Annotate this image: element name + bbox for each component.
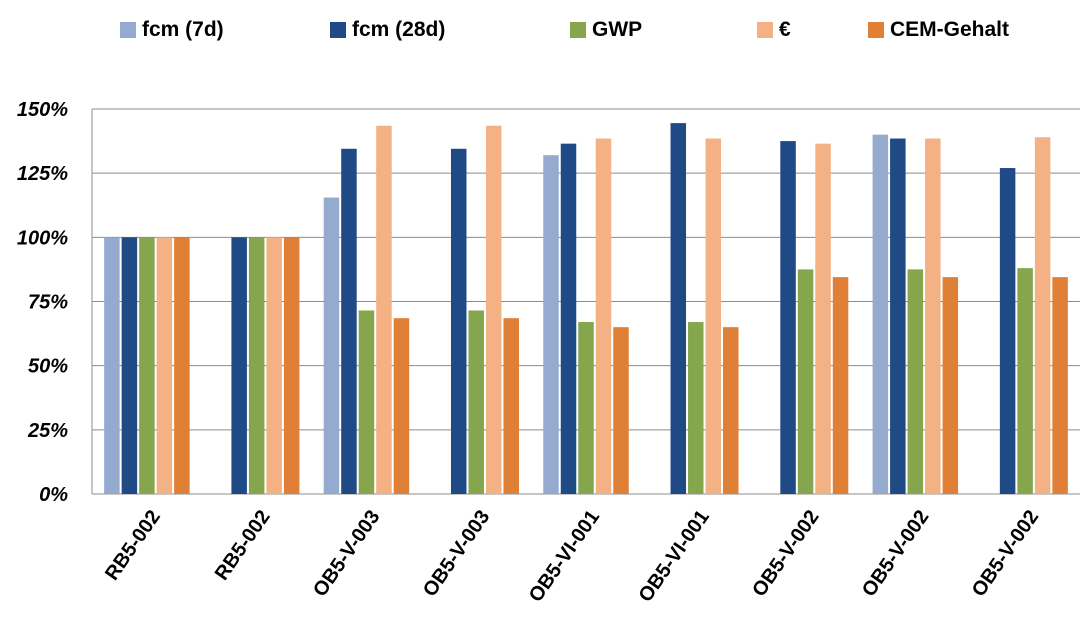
bar [613, 327, 629, 494]
legend-label-euro: € [779, 18, 791, 41]
bar [323, 197, 340, 495]
bar [468, 310, 484, 494]
bar [832, 277, 849, 494]
y-tick-label: 0% [39, 484, 68, 506]
y-tick-label: 75% [28, 292, 68, 314]
legend-label-fcm-28d: fcm (28d) [352, 18, 446, 41]
bar [248, 237, 265, 495]
bar [231, 237, 247, 495]
bar [393, 318, 410, 494]
x-tick-label: OB5-V-003 [419, 506, 494, 601]
bar [925, 138, 941, 494]
bar [156, 237, 173, 495]
legend-swatch-fcm-7d [120, 22, 136, 38]
legend-item-fcm-7d: fcm (7d) [120, 12, 224, 48]
y-tick-label: 100% [17, 227, 68, 249]
bar [907, 269, 924, 494]
x-tick-label: OB5-V-002 [968, 506, 1043, 601]
bar [376, 125, 392, 494]
bar [595, 138, 612, 494]
x-tick-label: RB5-002 [211, 506, 275, 584]
x-tick-label: OB5-V-002 [748, 506, 823, 601]
bar [139, 237, 155, 495]
bar [450, 148, 467, 495]
legend-swatch-cem-gehalt [868, 22, 884, 38]
bar [503, 318, 519, 494]
legend: fcm (7d) fcm (28d) GWP € CEM-Gehalt [0, 12, 1085, 48]
bar [705, 138, 722, 494]
legend-swatch-fcm-28d [330, 22, 346, 38]
y-tick-label: 25% [27, 420, 68, 442]
bar [283, 237, 300, 495]
bar [999, 168, 1016, 495]
bar [560, 143, 577, 494]
legend-label-cem-gehalt: CEM-Gehalt [890, 18, 1010, 41]
x-tick-label: RB5-002 [101, 506, 165, 584]
bar [1034, 137, 1051, 494]
bar [104, 237, 120, 495]
bar [723, 327, 739, 494]
legend-item-cem-gehalt: CEM-Gehalt [868, 12, 1009, 48]
y-tick-label: 50% [28, 356, 68, 378]
legend-label-fcm-7d: fcm (7d) [142, 18, 224, 41]
bar [121, 237, 138, 495]
bar [1017, 268, 1033, 494]
bar [578, 322, 594, 494]
legend-item-fcm-28d: fcm (28d) [330, 12, 445, 48]
x-tick-label: OB5-VI-001 [525, 506, 604, 606]
bar [543, 155, 559, 494]
bar [670, 123, 687, 494]
bar [942, 277, 959, 494]
y-tick-label: 150% [17, 99, 68, 121]
x-tick-label: OB5-V-003 [309, 506, 384, 601]
bar [1052, 277, 1068, 494]
bar [341, 148, 357, 495]
legend-swatch-euro [757, 22, 773, 38]
bar [890, 138, 906, 494]
bar [358, 310, 375, 494]
bar [174, 237, 190, 495]
bar [872, 134, 889, 494]
legend-item-euro: € [757, 12, 791, 48]
bar [797, 269, 814, 494]
y-tick-label: 125% [17, 163, 68, 185]
x-tick-label: OB5-V-002 [858, 506, 933, 601]
bar [815, 143, 831, 494]
bar [485, 125, 502, 494]
bar [688, 322, 704, 494]
bar [780, 141, 796, 495]
legend-item-gwp: GWP [570, 12, 642, 48]
legend-swatch-gwp [570, 22, 586, 38]
x-tick-label: OB5-VI-001 [635, 506, 714, 606]
legend-label-gwp: GWP [592, 18, 643, 41]
bar [266, 237, 282, 495]
